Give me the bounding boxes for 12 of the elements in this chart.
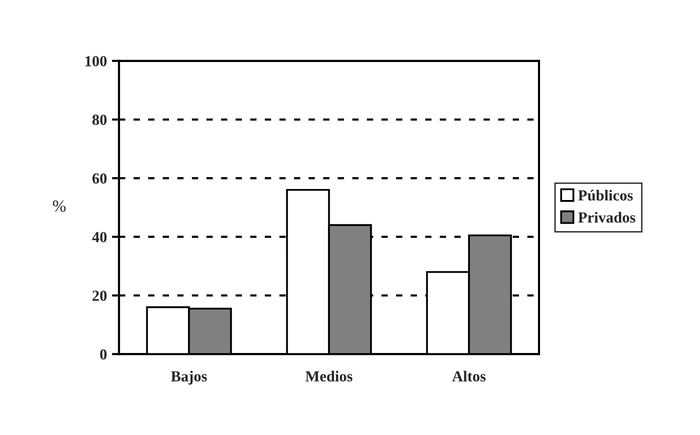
y-tick-label: 100	[86, 56, 107, 66]
legend-label: Públicos	[578, 190, 633, 201]
y-axis-title: %	[52, 200, 66, 212]
x-tick-label: Medios	[305, 370, 352, 382]
x-tick-label: Altos	[452, 370, 486, 382]
y-tick-label: 80	[92, 114, 107, 125]
x-tick-label: Bajos	[171, 370, 207, 385]
y-tick-label: 20	[92, 290, 107, 301]
y-tick-label: 0	[100, 349, 107, 360]
legend-label: Privados	[578, 212, 636, 223]
y-tick-label: 40	[92, 232, 107, 242]
y-tick-label: 60	[92, 173, 107, 184]
